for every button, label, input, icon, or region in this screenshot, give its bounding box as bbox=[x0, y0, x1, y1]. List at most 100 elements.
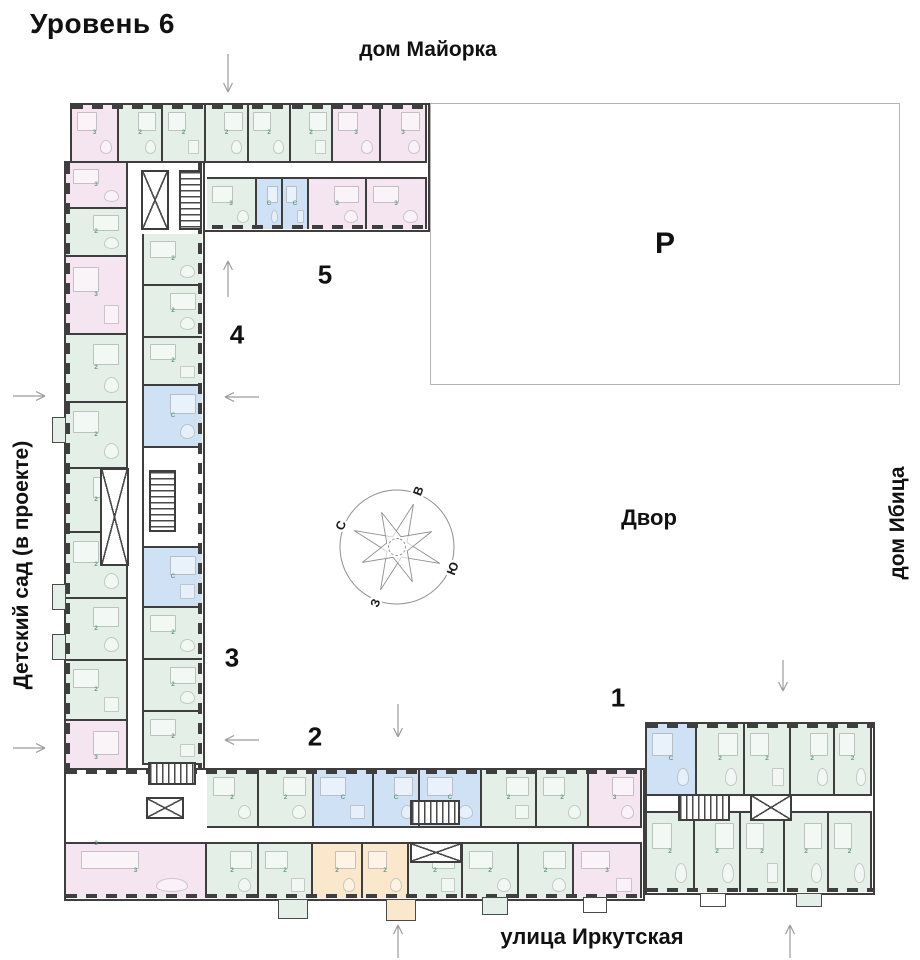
apartment-cell: 2 bbox=[695, 811, 741, 892]
unit-type-marker: 2 bbox=[283, 866, 287, 874]
apartment-cell: 3 bbox=[574, 842, 642, 898]
page-title: Уровень 6 bbox=[30, 8, 175, 39]
apartment-cell: С bbox=[257, 177, 283, 229]
apartment-cell: С bbox=[647, 724, 697, 796]
unit-type-marker: 2 bbox=[171, 680, 175, 688]
unit-type-marker: 3 bbox=[94, 753, 98, 761]
apartment-cell: 2 bbox=[142, 608, 202, 660]
apartment-cell: 2 bbox=[291, 105, 333, 163]
apartment-cell: 3 bbox=[66, 842, 207, 898]
apartment-cell: 2 bbox=[119, 105, 163, 163]
unit-type-marker: 2 bbox=[760, 848, 764, 856]
parking-area: Р bbox=[430, 103, 900, 385]
unit-type-marker: 3 bbox=[354, 128, 358, 136]
apartment-cell: 3 bbox=[72, 105, 119, 163]
balcony bbox=[278, 899, 308, 919]
unit-type-marker: 2 bbox=[335, 866, 339, 874]
apartment-cell: 2 bbox=[647, 811, 695, 892]
label-left-area: Детский сад (в проекте) bbox=[10, 440, 33, 690]
unit-type-marker: 2 bbox=[309, 128, 313, 136]
unit-type-marker: 2 bbox=[181, 128, 186, 136]
unit-type-marker: 3 bbox=[612, 793, 617, 801]
unit-type-marker: С bbox=[266, 199, 272, 207]
apartment-cell: 2 bbox=[66, 661, 128, 721]
apartment-cell: 2 bbox=[537, 770, 589, 828]
section-number-3: 3 bbox=[224, 642, 240, 673]
balcony bbox=[700, 893, 726, 907]
unit-type-marker: 2 bbox=[715, 848, 719, 856]
unit-type-marker: 2 bbox=[230, 866, 234, 874]
unit-type-marker: 3 bbox=[335, 199, 339, 207]
unit-type-marker: С bbox=[340, 793, 346, 801]
apartment-cell: 2 bbox=[66, 209, 128, 257]
stairwell bbox=[179, 170, 202, 230]
unit-type-marker: 2 bbox=[230, 793, 234, 801]
balcony bbox=[482, 897, 508, 915]
label-bottom-street: улица Иркутская bbox=[500, 924, 684, 949]
unit-type-marker: 2 bbox=[850, 754, 855, 762]
unit-type-marker: 2 bbox=[94, 685, 98, 693]
label-right-building: дом Ибица bbox=[886, 466, 909, 580]
apartment-cell: 3 bbox=[333, 105, 381, 163]
apartment-cell: 2 bbox=[142, 286, 202, 338]
unit-type-marker: 3 bbox=[94, 180, 98, 188]
unit-type-marker: 2 bbox=[668, 848, 672, 856]
parking-label: Р bbox=[654, 227, 675, 260]
apartment-cell: 2 bbox=[163, 105, 206, 163]
balcony bbox=[52, 634, 66, 660]
apartment-cell: 2 bbox=[66, 403, 128, 469]
stairwell bbox=[149, 470, 176, 532]
stairwell bbox=[410, 800, 460, 825]
apartment-cell: 2 bbox=[519, 842, 574, 898]
unit-type-marker: С bbox=[292, 199, 298, 207]
unit-type-marker: 2 bbox=[94, 560, 98, 568]
apartment-cell: 3 bbox=[207, 177, 257, 229]
apartment-cell: 2 bbox=[697, 724, 745, 796]
apartment-cell: С bbox=[142, 548, 202, 608]
apartment-cell: 2 bbox=[745, 724, 791, 796]
unit-type-marker: 2 bbox=[543, 866, 548, 874]
elevator-shaft bbox=[146, 797, 184, 819]
unit-type-marker: 2 bbox=[283, 793, 288, 801]
apartment-cell: 2 bbox=[66, 335, 128, 403]
section-number-1: 1 bbox=[610, 682, 626, 713]
balcony bbox=[52, 584, 66, 610]
apartment-cell: 2 bbox=[791, 724, 835, 796]
unit-type-marker: 2 bbox=[94, 624, 98, 632]
unit-type-marker: 2 bbox=[506, 793, 511, 801]
balcony bbox=[583, 897, 607, 913]
section-number-5: 5 bbox=[317, 259, 333, 290]
apartment-cell: 2 bbox=[363, 842, 409, 898]
unit-type-marker: С bbox=[668, 754, 674, 762]
apartment-cell: 3 bbox=[66, 257, 128, 335]
unit-type-marker: 2 bbox=[171, 356, 175, 364]
apartment-cell: 2 bbox=[482, 770, 537, 828]
section-number-2: 2 bbox=[307, 721, 323, 752]
stairwell bbox=[678, 794, 730, 821]
balcony bbox=[386, 899, 416, 921]
unit-type-marker: 2 bbox=[171, 628, 175, 636]
unit-type-marker: 2 bbox=[171, 306, 175, 314]
apartment-cell: 3 bbox=[589, 770, 642, 828]
unit-type-marker: 2 bbox=[171, 733, 175, 741]
section-number-4: 4 bbox=[229, 319, 245, 350]
apartment-cell: 3 bbox=[309, 177, 367, 229]
unit-type-marker: С bbox=[447, 793, 453, 801]
unit-type-marker: 2 bbox=[383, 866, 387, 874]
unit-type-marker: 2 bbox=[560, 793, 564, 801]
apartment-cell: 2 bbox=[142, 234, 202, 286]
unit-type-marker: 2 bbox=[847, 848, 852, 856]
apartment-cell: 3 bbox=[367, 177, 427, 229]
elevator-shaft bbox=[141, 170, 169, 230]
unit-type-marker: 2 bbox=[488, 866, 492, 874]
unit-type-marker: 2 bbox=[433, 866, 437, 874]
unit-type-marker: 2 bbox=[224, 128, 229, 136]
apartment-cell: 2 bbox=[66, 599, 128, 661]
apartment-cell: 2 bbox=[313, 842, 363, 898]
apartment-cell: С bbox=[283, 177, 309, 229]
unit-type-marker: С bbox=[393, 793, 399, 801]
unit-type-marker: 2 bbox=[138, 128, 142, 136]
unit-type-marker: 3 bbox=[605, 866, 609, 874]
